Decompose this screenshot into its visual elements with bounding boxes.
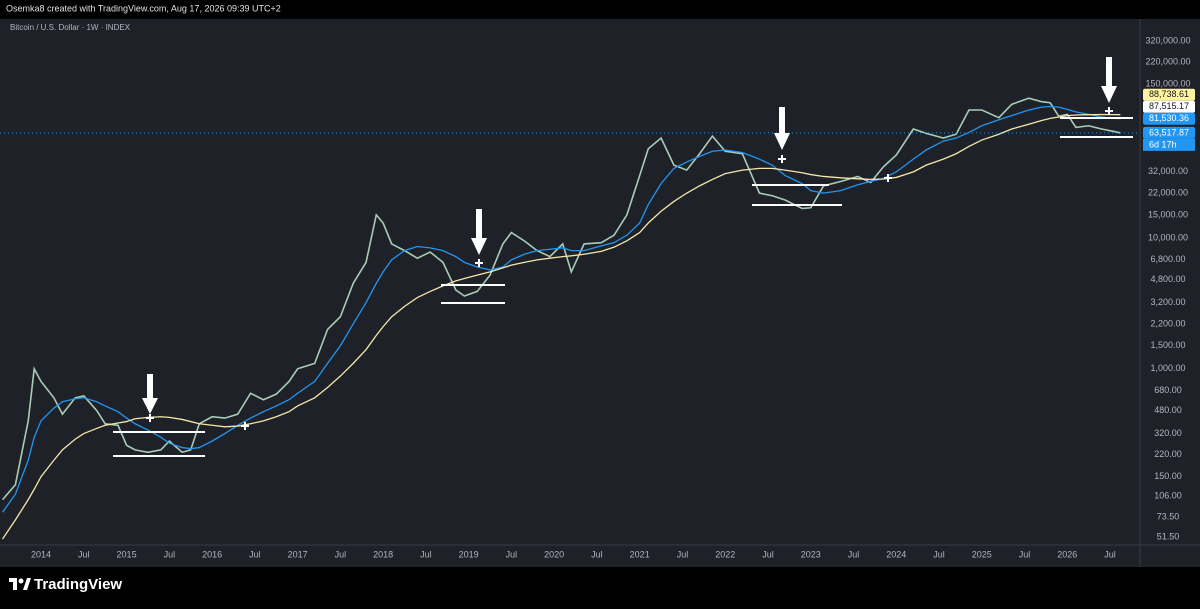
y-tick-label: 6,800.00 <box>1150 254 1185 264</box>
arrows <box>142 57 1117 414</box>
y-tick-label: 3,200.00 <box>1150 297 1185 307</box>
arrow <box>1101 57 1117 103</box>
price-label-box <box>1143 126 1195 139</box>
x-tick-label: Jul <box>420 549 432 559</box>
x-tick-label: 2025 <box>972 549 992 559</box>
y-tick-label: 15,000.00 <box>1148 209 1188 219</box>
x-tick-label: Jul <box>249 549 261 559</box>
x-tick-label: Jul <box>848 549 860 559</box>
x-tick-label: 2015 <box>117 549 137 559</box>
x-tick-label: 2021 <box>630 549 650 559</box>
logo-mark <box>23 578 31 590</box>
logo-mark <box>9 578 17 590</box>
y-tick-label: 320.00 <box>1154 428 1182 438</box>
x-tick-label: Jul <box>506 549 518 559</box>
axis-layer: 320,000.00 220,000.00 150,000.00 32,000.00 2… <box>31 35 1195 559</box>
x-tick-label: 2019 <box>459 549 479 559</box>
y-tick-label: 32,000.00 <box>1148 166 1188 176</box>
logo-mark <box>18 578 24 584</box>
y-tick-label: 10,000.00 <box>1148 232 1188 242</box>
y-tick-label: 480.00 <box>1154 405 1182 415</box>
x-tick-label: Jul <box>762 549 774 559</box>
series-layer <box>0 97 1140 540</box>
x-tick-label: 2014 <box>31 549 51 559</box>
x-tick-label: 2024 <box>886 549 906 559</box>
countdown-box <box>1143 138 1195 151</box>
x-tick-label: Jul <box>78 549 90 559</box>
cross <box>1105 107 1113 115</box>
x-tick-label: 2023 <box>801 549 821 559</box>
annotations <box>113 117 1133 457</box>
price-label: 87,515.17 <box>1149 101 1189 111</box>
series-line <box>1 97 1121 501</box>
cross <box>475 259 483 267</box>
x-tick-label: Jul <box>164 549 176 559</box>
x-tick-label: 2018 <box>373 549 393 559</box>
cross <box>778 155 786 163</box>
cross <box>884 174 892 182</box>
y-tick-label: 4,800.00 <box>1150 274 1185 284</box>
x-tick-label: Jul <box>1019 549 1031 559</box>
y-tick-label: 150,000.00 <box>1145 78 1190 88</box>
y-tick-label: 320,000.00 <box>1145 35 1190 45</box>
x-tick-label: 2017 <box>288 549 308 559</box>
brand-logo: TradingView <box>9 576 122 593</box>
x-tick-label: 2020 <box>544 549 564 559</box>
y-tick-label: 220.00 <box>1154 449 1182 459</box>
arrow <box>471 209 487 255</box>
price-label: 81,530.36 <box>1149 113 1189 123</box>
x-tick-label: Jul <box>1104 549 1116 559</box>
price-label: 63,517.87 <box>1149 127 1189 137</box>
x-tick-label: Jul <box>335 549 347 559</box>
y-tick-label: 680.00 <box>1154 385 1182 395</box>
brand: TradingView <box>34 576 122 593</box>
chart-title: Bitcoin / U.S. Dollar · 1W · INDEX <box>10 23 131 32</box>
price-label-box <box>1143 100 1195 113</box>
series-line <box>2 105 1121 513</box>
y-tick-label: 1,500.00 <box>1150 340 1185 350</box>
y-tick-label: 2,200.00 <box>1150 318 1185 328</box>
cross <box>146 414 154 422</box>
x-tick-label: Jul <box>933 549 945 559</box>
cross <box>241 422 249 430</box>
crosses <box>146 107 1113 430</box>
y-tick-label: 106.00 <box>1154 491 1182 501</box>
y-tick-label: 1,000.00 <box>1150 363 1185 373</box>
x-tick-label: Jul <box>677 549 689 559</box>
y-tick-label: 22,000.00 <box>1148 188 1188 198</box>
price-label-box <box>1143 88 1195 101</box>
price-label-box <box>1143 112 1195 125</box>
y-tick-label: 220,000.00 <box>1145 57 1190 67</box>
chart-panel <box>0 19 1200 567</box>
x-tick-label: Jul <box>591 549 603 559</box>
arrow <box>142 374 158 414</box>
series-line <box>2 113 1121 540</box>
x-tick-label: 2016 <box>202 549 222 559</box>
price-label: 88,738.61 <box>1149 89 1189 99</box>
x-tick-label: 2022 <box>715 549 735 559</box>
y-tick-label: 51.50 <box>1157 532 1180 542</box>
countdown: 6d 17h <box>1149 139 1177 149</box>
x-tick-label: 2026 <box>1057 549 1077 559</box>
y-tick-label: 73.50 <box>1157 511 1180 521</box>
attribution: Osemka8 created with TradingView.com, Au… <box>6 3 281 13</box>
arrow <box>774 107 790 150</box>
y-tick-label: 150.00 <box>1154 471 1182 481</box>
